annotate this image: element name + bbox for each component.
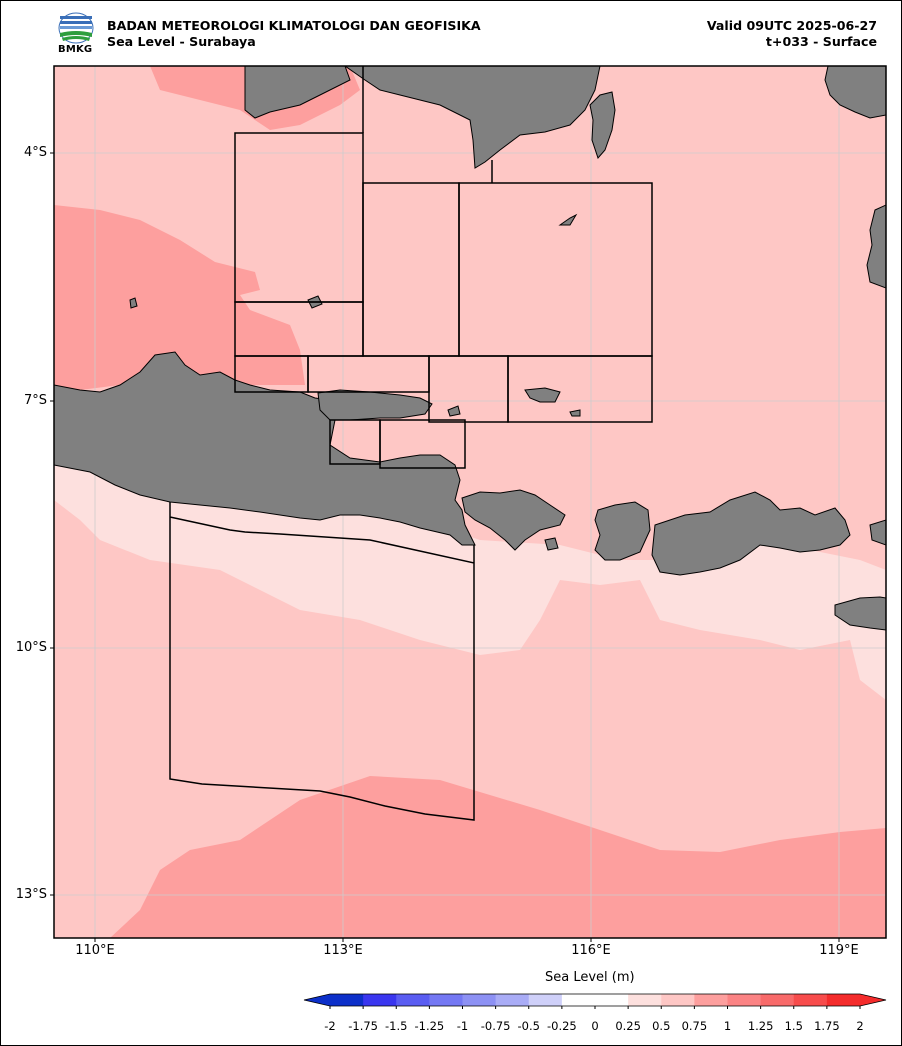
land-kalimantan-west <box>244 66 351 119</box>
colorbar-tick-label: 1.25 <box>747 1019 774 1033</box>
colorbar-segment <box>793 994 828 1006</box>
colorbar-tick-label: -2 <box>324 1019 336 1033</box>
land-islet-a <box>447 405 461 417</box>
valid-time: Valid 09UTC 2025-06-27 <box>706 18 877 33</box>
land-kangean <box>524 387 561 403</box>
lon-label-119e: 119°E <box>819 943 859 958</box>
colorbar-segment <box>694 994 728 1006</box>
gridlines <box>54 66 886 938</box>
sea-level-field-0.75-1-south <box>110 776 886 938</box>
colorbar-tick-label: 1.5 <box>784 1019 803 1033</box>
land-islet-c <box>544 537 559 551</box>
colorbar-segment <box>826 994 861 1006</box>
colorbar-tick-label: -0.25 <box>546 1019 577 1033</box>
colorbar-tick-label: 1.75 <box>814 1019 840 1033</box>
land-lombok <box>594 501 651 561</box>
colorbar <box>303 993 887 1009</box>
colorbar-segment <box>330 994 364 1006</box>
land-bali <box>461 489 566 551</box>
land-sumbawa <box>651 491 851 576</box>
land-kalimantan <box>344 66 601 169</box>
colorbar-tick-label: -1.25 <box>414 1019 445 1033</box>
lon-label-110e: 110°E <box>75 943 115 958</box>
lead-time-level: t+033 - Surface <box>765 34 877 49</box>
land <box>54 66 886 631</box>
colorbar-tick-label: 0.75 <box>681 1019 708 1033</box>
land-flores <box>834 596 886 631</box>
lat-label-10s: 10°S <box>15 640 47 655</box>
land-sumba-edge <box>869 519 886 546</box>
lat-label-7s: 7°S <box>23 393 47 408</box>
lon-label-113e: 113°E <box>323 943 363 958</box>
land-sulawesi <box>824 66 886 119</box>
colorbar-segment <box>528 994 563 1006</box>
colorbar-segment <box>429 994 463 1006</box>
agency-name: BADAN METEOROLOGI KLIMATOLOGI DAN GEOFIS… <box>107 18 481 33</box>
map-border <box>53 65 887 939</box>
colorbar-segment <box>561 994 596 1006</box>
colorbar-tick-label: 1 <box>723 1019 732 1033</box>
land-small-north <box>129 297 138 309</box>
zone-madura-south-b <box>379 419 466 469</box>
land-laut-island <box>589 91 616 159</box>
colorbar-segment <box>363 994 397 1006</box>
land-java <box>54 351 476 546</box>
colorbar-tick-label: -1.5 <box>385 1019 408 1033</box>
bmkg-logo <box>58 12 94 44</box>
colorbar-tick-label: -0.75 <box>480 1019 511 1033</box>
lat-label-4s: 4°S <box>23 145 47 160</box>
product-title: Sea Level - Surabaya <box>107 34 256 49</box>
colorbar-segment <box>495 994 530 1006</box>
zone-kangean-east <box>507 355 653 423</box>
colorbar-segment <box>595 994 629 1006</box>
zone-south-java-ocean <box>169 502 475 821</box>
colorbar-segment <box>628 994 662 1006</box>
colorbar-extend-high <box>860 994 886 1006</box>
sea-level-field-0.25-0.5 <box>54 460 886 700</box>
colorbar-tick-label: -1.75 <box>348 1019 378 1033</box>
lon-label-116e: 116°E <box>571 943 611 958</box>
colorbar-tick-label: 0 <box>591 1019 599 1033</box>
colorbar-segment <box>760 994 795 1006</box>
colorbar-tick-label: 0.5 <box>652 1019 671 1033</box>
lat-label-13s: 13°S <box>15 887 47 902</box>
colorbar-segment <box>462 994 497 1006</box>
colorbar-tick-label: -1 <box>456 1019 469 1033</box>
zone-boundaries <box>169 66 653 821</box>
colorbar-title: Sea Level (m) <box>545 970 635 985</box>
colorbar-extend-low <box>304 994 330 1006</box>
colorbar-tick-label: 0.25 <box>615 1019 641 1033</box>
land-masalembo <box>558 213 578 226</box>
logo-caption: BMKG <box>58 44 93 55</box>
colorbar-segment <box>661 994 695 1006</box>
land-islet-b <box>569 409 581 417</box>
colorbar-tick-label: 2 <box>856 1019 864 1033</box>
colorbar-segment <box>727 994 762 1006</box>
colorbar-segment <box>396 994 430 1006</box>
sea-level-field-0.75-1-west <box>54 205 305 390</box>
colorbar-tick-label: -0.5 <box>517 1019 540 1033</box>
land-sulawesi-south <box>866 204 886 289</box>
axis-ticks <box>50 152 840 942</box>
